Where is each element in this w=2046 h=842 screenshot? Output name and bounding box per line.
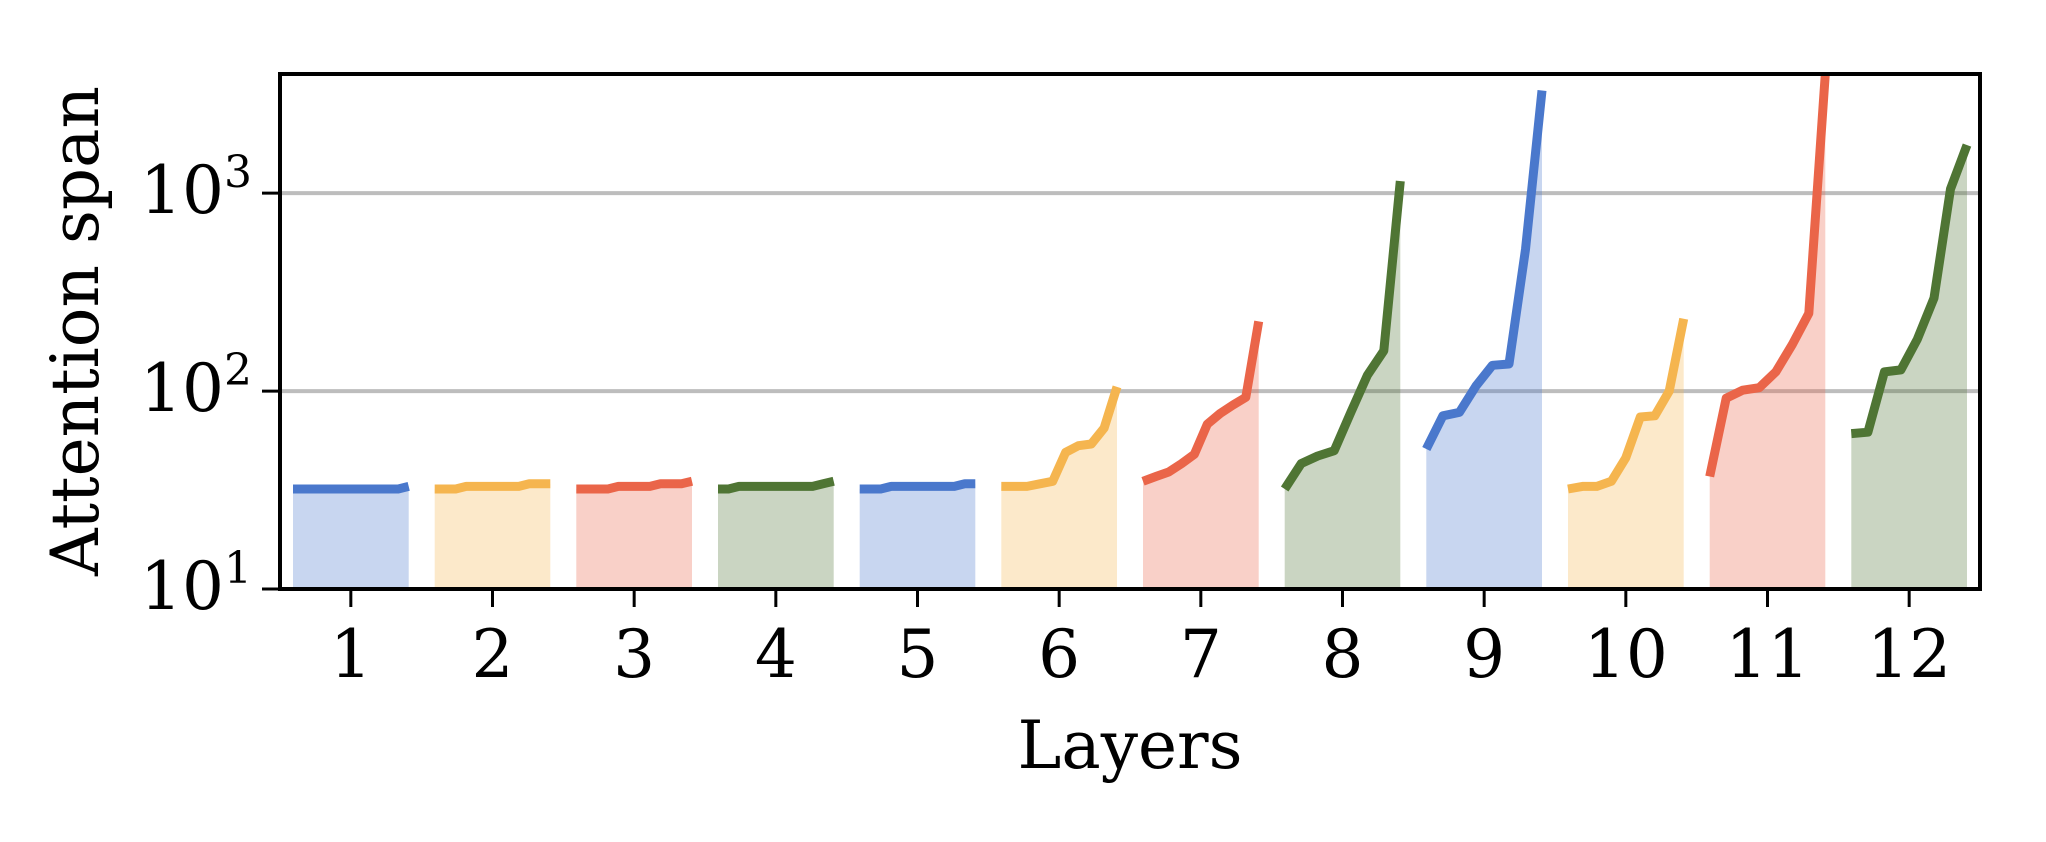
line-layer-6 bbox=[1001, 385, 1122, 491]
line-layer-11 bbox=[1705, 73, 1830, 478]
area-layer-6 bbox=[1001, 386, 1117, 589]
line-layer-3 bbox=[576, 476, 694, 494]
line-layer-1 bbox=[293, 482, 410, 494]
plot-frame bbox=[278, 72, 1982, 591]
area-layer-11 bbox=[1709, 74, 1826, 589]
line-layer-4 bbox=[718, 476, 835, 494]
x-tick-label-9: 9 bbox=[1463, 616, 1505, 693]
line-layer-12 bbox=[1850, 143, 1972, 439]
area-layer-10 bbox=[1568, 318, 1684, 589]
gridlines bbox=[280, 191, 1980, 394]
line-layer-2 bbox=[434, 479, 551, 494]
line-layer-7 bbox=[1141, 320, 1264, 486]
x-tick-label-10: 10 bbox=[1584, 616, 1668, 693]
line-layer-9 bbox=[1422, 90, 1547, 452]
x-tick-label-3: 3 bbox=[613, 616, 655, 693]
x-axis-ticks: 1 2 3 4 5 6 7 8 9 10 11 12 bbox=[330, 589, 1951, 693]
area-layer-2 bbox=[434, 483, 551, 589]
x-tick-label-4: 4 bbox=[755, 616, 797, 693]
area-layer-9 bbox=[1426, 90, 1542, 589]
x-tick-label-1: 1 bbox=[330, 616, 372, 693]
line-layer-8 bbox=[1280, 180, 1405, 492]
x-tick-label-11: 11 bbox=[1726, 616, 1810, 693]
y-tick-label-10: 101 bbox=[140, 543, 252, 625]
area-layer-5 bbox=[859, 483, 976, 589]
x-axis-label: Layers bbox=[1018, 707, 1243, 784]
x-tick-label-7: 7 bbox=[1180, 616, 1222, 693]
area-fills bbox=[293, 74, 1967, 589]
x-tick-label-12: 12 bbox=[1867, 616, 1951, 693]
x-tick-label-2: 2 bbox=[472, 616, 514, 693]
y-tick-label-100: 102 bbox=[140, 345, 252, 427]
x-tick-label-5: 5 bbox=[897, 616, 939, 693]
area-layer-12 bbox=[1851, 145, 1967, 589]
area-layer-8 bbox=[1284, 181, 1401, 589]
line-layer-5 bbox=[859, 479, 976, 494]
x-tick-label-6: 6 bbox=[1038, 616, 1080, 693]
series-lines bbox=[293, 73, 1972, 494]
y-axis-ticks: 101 102 103 bbox=[140, 147, 280, 625]
area-layer-1 bbox=[293, 486, 409, 589]
area-layer-3 bbox=[576, 481, 692, 589]
line-layer-10 bbox=[1567, 317, 1689, 494]
area-layer-7 bbox=[1143, 321, 1259, 589]
y-tick-label-1000: 103 bbox=[140, 147, 252, 229]
area-layer-4 bbox=[718, 481, 834, 589]
x-tick-label-8: 8 bbox=[1322, 616, 1364, 693]
y-axis-label: Attention span bbox=[37, 86, 114, 577]
